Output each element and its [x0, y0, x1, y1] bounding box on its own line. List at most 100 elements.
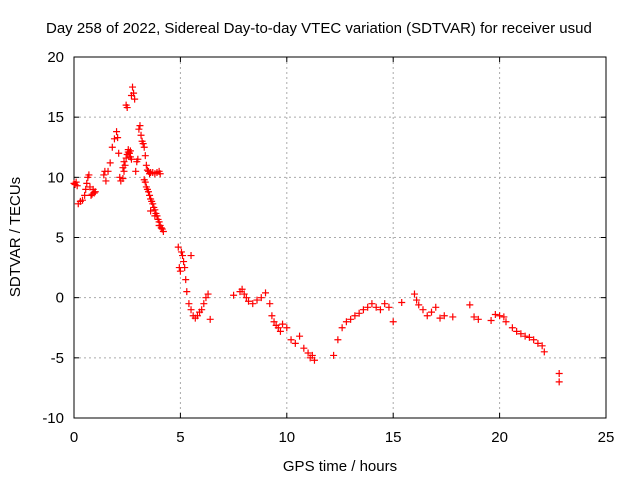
data-point	[135, 125, 143, 133]
data-point	[355, 309, 363, 317]
data-point	[123, 104, 131, 112]
data-point	[257, 294, 265, 302]
data-point	[500, 313, 508, 321]
data-point	[266, 300, 274, 308]
data-point	[502, 318, 510, 326]
data-point	[270, 318, 278, 326]
data-point	[176, 267, 184, 275]
data-point	[276, 327, 284, 335]
data-point	[496, 312, 504, 320]
data-point	[521, 332, 529, 340]
data-point	[249, 300, 257, 308]
data-point	[359, 306, 367, 314]
data-point	[513, 327, 521, 335]
data-point	[72, 178, 80, 186]
data-point	[372, 303, 380, 311]
x-axis-label: GPS time / hours	[283, 458, 397, 475]
data-point	[204, 290, 212, 298]
data-point	[530, 336, 538, 344]
data-point	[114, 134, 122, 142]
data-point	[308, 351, 316, 359]
x-tick-label: 15	[385, 429, 402, 446]
data-point	[300, 344, 308, 352]
data-point	[104, 167, 112, 175]
data-point	[120, 167, 128, 175]
x-tick-label: 20	[491, 429, 508, 446]
data-point	[268, 312, 276, 320]
data-point	[436, 314, 444, 322]
y-tick-label: 10	[47, 169, 64, 186]
data-point	[174, 243, 182, 251]
data-point	[238, 285, 246, 293]
data-point	[389, 318, 397, 326]
data-points	[70, 83, 563, 386]
data-point	[137, 131, 145, 139]
y-tick-label: 20	[47, 49, 64, 66]
data-point	[534, 339, 542, 347]
data-point	[183, 288, 191, 296]
x-tick-label: 25	[598, 429, 615, 446]
data-point	[398, 298, 406, 306]
data-point	[134, 155, 142, 163]
data-point	[419, 306, 427, 314]
x-tick-label: 5	[176, 429, 184, 446]
data-point	[517, 330, 525, 338]
data-point	[83, 179, 91, 187]
data-point	[330, 351, 338, 359]
data-point	[124, 148, 132, 156]
data-point	[368, 300, 376, 308]
data-point	[470, 313, 478, 321]
data-point	[106, 159, 114, 167]
data-point	[253, 296, 261, 304]
data-point	[90, 189, 98, 197]
data-point	[555, 369, 563, 377]
data-point	[474, 315, 482, 323]
data-point	[342, 318, 350, 326]
data-point	[144, 188, 152, 196]
data-point	[525, 333, 533, 341]
data-point	[79, 196, 87, 204]
data-point	[423, 312, 431, 320]
data-point	[381, 300, 389, 308]
data-point	[130, 89, 138, 97]
data-point	[432, 303, 440, 311]
data-point	[185, 300, 193, 308]
data-point	[555, 378, 563, 386]
data-point	[85, 171, 93, 179]
data-point	[508, 324, 516, 332]
data-point	[240, 290, 248, 298]
data-point	[347, 315, 355, 323]
data-point	[181, 264, 189, 272]
data-point	[287, 336, 295, 344]
data-point	[146, 191, 154, 199]
data-point	[206, 315, 214, 323]
data-point	[193, 312, 201, 320]
data-point	[142, 161, 150, 169]
y-axis-label: SDTVAR / TECUs	[7, 177, 24, 297]
data-point	[141, 178, 149, 186]
data-point	[187, 306, 195, 314]
data-point	[155, 221, 163, 229]
data-point	[108, 143, 116, 151]
data-point	[338, 324, 346, 332]
data-point	[310, 356, 318, 364]
data-point	[141, 152, 149, 160]
data-point	[177, 248, 185, 256]
data-point	[131, 95, 139, 103]
data-point	[410, 290, 418, 298]
data-point	[540, 348, 548, 356]
data-point	[198, 306, 206, 314]
data-point	[304, 349, 312, 357]
chart-title: Day 258 of 2022, Sidereal Day-to-day VTE…	[46, 20, 592, 37]
data-point	[200, 300, 208, 308]
data-point	[187, 252, 195, 260]
data-point	[102, 177, 110, 185]
data-point	[262, 289, 270, 297]
data-point	[538, 342, 546, 350]
y-tick-label: -5	[51, 350, 64, 367]
data-point	[180, 258, 188, 266]
y-tick-label: 15	[47, 109, 64, 126]
data-point	[279, 320, 287, 328]
data-point	[119, 164, 127, 172]
